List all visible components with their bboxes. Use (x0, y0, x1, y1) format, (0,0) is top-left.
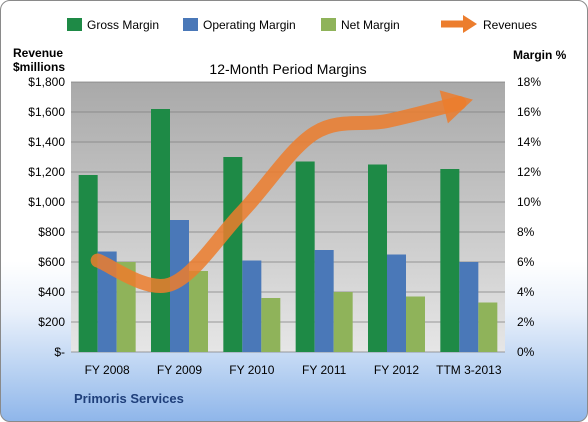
gross-margin-bar (223, 157, 243, 352)
revenue-arrowhead (439, 90, 473, 124)
right-tick-label: 12% (517, 165, 541, 179)
x-tick-label: FY 2010 (229, 363, 274, 377)
net-margin-bar (261, 298, 281, 352)
legend-swatch (67, 18, 82, 31)
x-tick-label: TTM 3-2013 (436, 363, 502, 377)
right-tick-label: 18% (517, 75, 541, 89)
left-axis-label-line1: Revenue (13, 46, 63, 60)
gross-margin-bar (368, 164, 387, 352)
left-tick-label: $1,800 (28, 75, 65, 89)
left-tick-label: $800 (38, 225, 65, 239)
net-margin-bar (189, 271, 208, 352)
left-tick-label: $400 (38, 285, 65, 299)
right-tick-label: 8% (517, 225, 535, 239)
operating-margin-bar (459, 262, 479, 352)
right-tick-label: 6% (517, 255, 535, 269)
net-margin-bar (333, 292, 353, 352)
plot-area (71, 82, 505, 352)
right-axis-label: Margin % (513, 48, 567, 62)
operating-margin-bar (97, 251, 117, 352)
legend-label: Operating Margin (203, 18, 296, 32)
left-tick-label: $200 (38, 315, 65, 329)
right-axis-ticks: 0% 2% 4% 6% 8% 10% 12% 14% 16% 18% (517, 75, 541, 359)
legend-label: Revenues (483, 18, 537, 32)
left-tick-label: $1,600 (28, 105, 65, 119)
gross-margin-bar (295, 161, 315, 352)
net-margin-bar (406, 296, 425, 352)
left-tick-label: $1,000 (28, 195, 65, 209)
revenue-line (90, 96, 467, 293)
company-name: Primoris Services (74, 391, 184, 406)
operating-margin-bar (242, 260, 262, 352)
legend-label: Net Margin (341, 18, 400, 32)
right-tick-label: 0% (517, 345, 535, 359)
operating-margin-bar (387, 254, 406, 352)
right-tick-label: 2% (517, 315, 535, 329)
left-tick-label: $1,200 (28, 165, 65, 179)
x-tick-label: FY 2011 (302, 363, 347, 377)
left-axis-label-line2: $millions (13, 60, 65, 74)
x-tick-label: FY 2009 (157, 363, 202, 377)
legend-swatch (321, 18, 336, 31)
chart-title: 12-Month Period Margins (209, 61, 366, 77)
left-tick-label: $1,400 (28, 135, 65, 149)
gross-margin-bar (78, 175, 98, 352)
legend-label: Gross Margin (87, 18, 159, 32)
operating-margin-bar (314, 250, 334, 352)
right-tick-label: 10% (517, 195, 541, 209)
x-tick-label: FY 2008 (85, 363, 130, 377)
x-axis-ticks: FY 2008 FY 2009 FY 2010 FY 2011 FY 2012 TTM 3… (85, 363, 502, 377)
net-margin-bar (478, 302, 498, 352)
gross-margin-bar (440, 169, 460, 352)
legend-swatch (183, 18, 198, 31)
left-axis-ticks: $- $200 $400 $600 $800 $1,000 $1,200 $1,400 $1,6… (28, 75, 65, 359)
left-tick-label: $600 (38, 255, 65, 269)
right-tick-label: 16% (517, 105, 541, 119)
legend-swatch-arrow (463, 15, 477, 33)
gross-margin-bar (151, 109, 170, 352)
x-tick-label: FY 2012 (374, 363, 419, 377)
right-tick-label: 4% (517, 285, 535, 299)
chart-legend: Gross Margin Operating Margin Net Margin Re… (67, 15, 537, 33)
left-tick-label: $- (54, 345, 65, 359)
right-tick-label: 14% (517, 135, 541, 149)
revenue-series (90, 90, 473, 293)
